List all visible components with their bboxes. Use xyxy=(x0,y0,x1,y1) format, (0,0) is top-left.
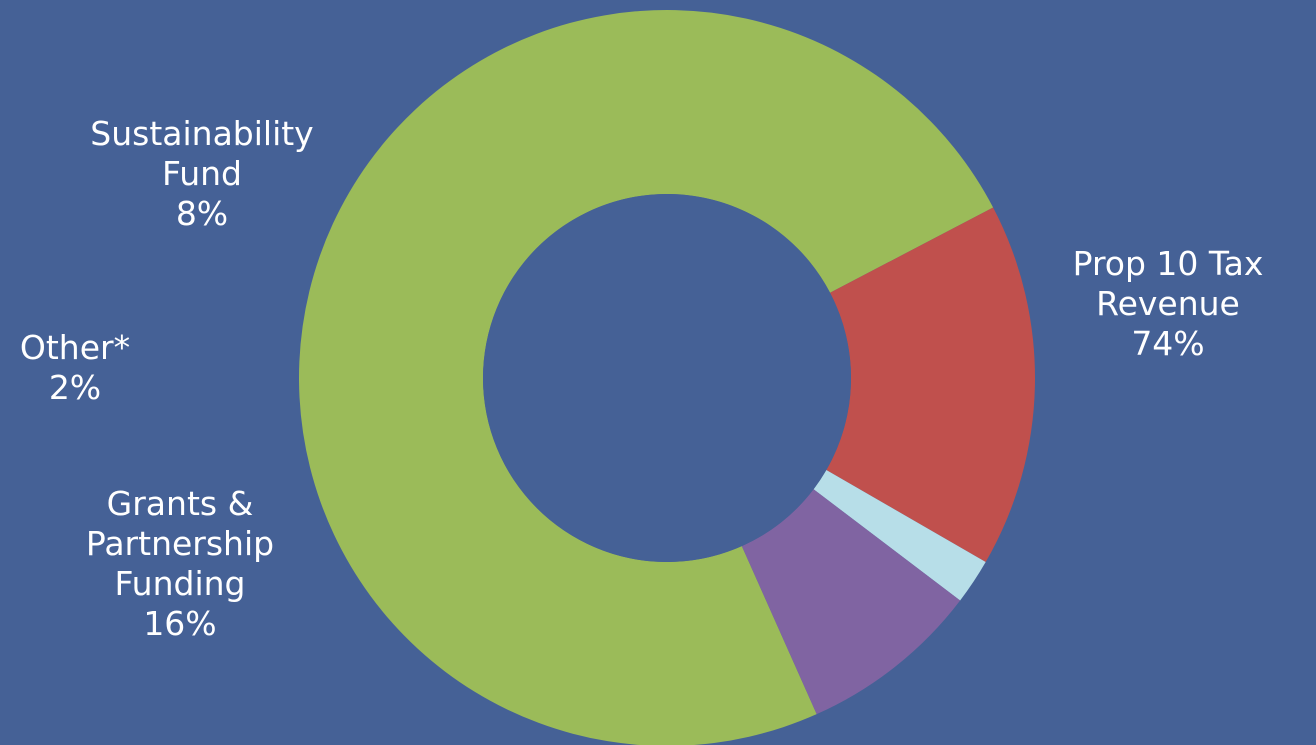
label-prop10-line1: Prop 10 Tax xyxy=(1072,244,1264,283)
donut-hole xyxy=(483,194,851,562)
label-grants: Grants & Partnership Funding 16% xyxy=(60,484,300,644)
label-grants-line2: Partnership xyxy=(85,524,275,563)
label-other-value: 2% xyxy=(48,368,102,407)
label-prop10-value: 74% xyxy=(1131,324,1205,363)
label-sustainability: Sustainability Fund 8% xyxy=(62,114,342,234)
label-sustainability-line2: Fund xyxy=(162,154,242,193)
slice-grants xyxy=(826,207,1035,562)
slice-sustainability xyxy=(741,489,961,715)
label-other-line1: Other* xyxy=(19,328,131,367)
label-prop10-line2: Revenue xyxy=(1096,284,1240,323)
label-prop10: Prop 10 Tax Revenue 74% xyxy=(1058,244,1278,364)
slice-prop10 xyxy=(299,10,994,745)
slice-other xyxy=(813,470,986,601)
label-sustainability-value: 8% xyxy=(175,194,229,233)
label-grants-line1: Grants & xyxy=(106,484,254,523)
label-grants-line3: Funding xyxy=(114,564,246,603)
label-other: Other* 2% xyxy=(0,328,150,408)
label-grants-value: 16% xyxy=(143,604,217,643)
label-sustainability-line1: Sustainability xyxy=(90,114,314,153)
